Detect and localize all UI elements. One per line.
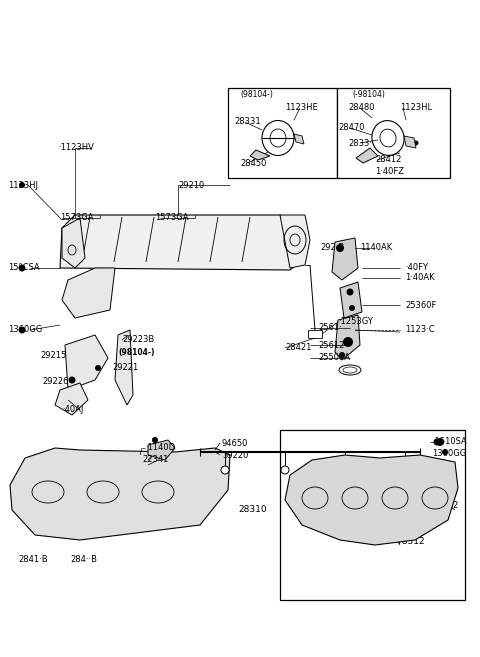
Text: 1123HE: 1123HE [285, 104, 318, 112]
Circle shape [19, 265, 25, 271]
Polygon shape [285, 455, 458, 545]
Text: 28331: 28331 [234, 118, 261, 127]
Circle shape [349, 305, 355, 311]
Polygon shape [65, 335, 108, 390]
Text: ·1253GY: ·1253GY [338, 317, 373, 327]
Polygon shape [115, 330, 133, 405]
Text: ·1510SA: ·1510SA [432, 438, 467, 447]
Polygon shape [10, 448, 230, 540]
Text: 78312: 78312 [396, 537, 425, 547]
Text: 1123HJ: 1123HJ [8, 181, 38, 189]
Text: 25360F: 25360F [405, 300, 436, 309]
Text: 21133: 21133 [368, 459, 396, 468]
Circle shape [343, 337, 353, 347]
Text: 2841·B: 2841·B [18, 556, 48, 564]
Text: 29210: 29210 [178, 181, 204, 189]
Circle shape [152, 437, 158, 443]
Text: 28421: 28421 [285, 344, 312, 353]
Text: 29226: 29226 [42, 378, 68, 386]
Text: ·1123HV: ·1123HV [58, 143, 94, 152]
Polygon shape [280, 215, 310, 268]
Text: 22341: 22341 [142, 455, 168, 464]
Polygon shape [404, 136, 416, 148]
Polygon shape [62, 218, 85, 268]
Text: ·40AJ: ·40AJ [62, 405, 84, 415]
Circle shape [281, 466, 289, 474]
Text: 25500A: 25500A [318, 353, 350, 363]
Text: 292·B: 292·B [320, 244, 344, 252]
Text: 28450: 28450 [240, 158, 266, 168]
Circle shape [377, 459, 383, 465]
Circle shape [19, 327, 25, 334]
Text: 284··B: 284··B [70, 556, 97, 564]
Text: 28412: 28412 [375, 156, 401, 164]
Polygon shape [332, 238, 358, 280]
Text: 2561·: 2561· [318, 323, 342, 332]
Text: (98104-): (98104-) [118, 348, 155, 357]
Text: 28480: 28480 [348, 104, 374, 112]
Text: 22152: 22152 [432, 501, 458, 509]
Circle shape [341, 466, 349, 474]
Text: 1123·C: 1123·C [405, 325, 434, 334]
Text: 1360GG: 1360GG [432, 449, 466, 459]
Circle shape [339, 352, 345, 358]
Text: 1·40FZ: 1·40FZ [375, 168, 404, 177]
Text: 2833·: 2833· [348, 139, 372, 148]
Text: 1360GG: 1360GG [8, 325, 42, 334]
Circle shape [401, 466, 409, 474]
Text: 1573GA: 1573GA [155, 214, 189, 223]
Circle shape [436, 438, 444, 446]
Polygon shape [294, 134, 304, 144]
Circle shape [336, 244, 344, 252]
Circle shape [413, 141, 419, 145]
Text: ·40FY: ·40FY [405, 263, 428, 273]
Text: 94650: 94650 [222, 438, 248, 447]
Circle shape [221, 466, 229, 474]
Polygon shape [55, 383, 88, 415]
Circle shape [95, 365, 101, 371]
Text: 1·40AK: 1·40AK [405, 273, 434, 283]
Polygon shape [60, 215, 305, 270]
Bar [228, 88, 337, 178]
Circle shape [442, 449, 448, 455]
Polygon shape [62, 268, 115, 318]
Circle shape [433, 438, 441, 445]
Circle shape [336, 244, 344, 252]
Text: (98104-): (98104-) [240, 91, 273, 99]
Text: 29215: 29215 [40, 350, 66, 359]
Text: 28470: 28470 [338, 124, 364, 133]
Text: ··530·: ··530· [292, 472, 316, 480]
Polygon shape [340, 282, 362, 318]
Circle shape [69, 376, 75, 384]
Polygon shape [148, 440, 175, 460]
Circle shape [347, 288, 353, 296]
Bar [337, 88, 450, 178]
Text: 1123HL: 1123HL [400, 104, 432, 112]
Polygon shape [335, 315, 360, 360]
Circle shape [19, 182, 25, 188]
Polygon shape [356, 148, 378, 163]
Text: 15°CSA: 15°CSA [8, 263, 40, 273]
Text: (-98104): (-98104) [352, 91, 385, 99]
Bar [280, 430, 465, 600]
Text: 29221: 29221 [112, 363, 138, 373]
Polygon shape [250, 150, 270, 160]
Text: 28310: 28310 [238, 505, 266, 514]
Text: 29223B: 29223B [122, 336, 154, 344]
Text: 1140AK: 1140AK [360, 244, 392, 252]
Text: ·1140D: ·1140D [145, 443, 175, 453]
Text: 39220: 39220 [222, 451, 248, 459]
Text: 25612: 25612 [318, 340, 344, 350]
Text: 1573GA: 1573GA [60, 214, 94, 223]
